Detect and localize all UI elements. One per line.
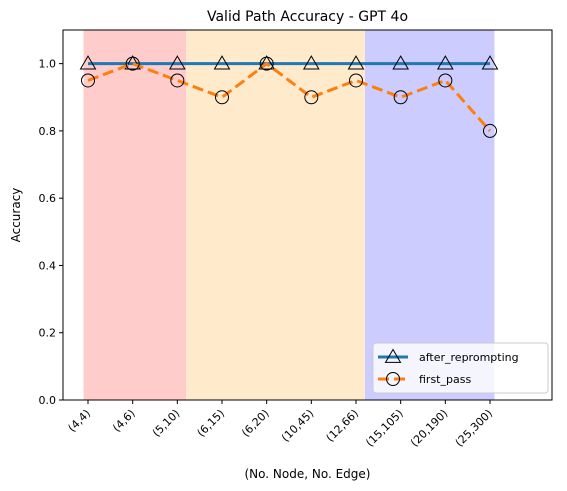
data-point xyxy=(125,56,140,71)
data-point xyxy=(481,55,499,70)
data-point xyxy=(392,55,410,70)
data-point xyxy=(258,55,276,70)
series-line xyxy=(87,62,492,132)
data-point xyxy=(81,73,95,88)
chart-title: Valid Path Accuracy - GPT 4o xyxy=(207,9,408,25)
data-point xyxy=(393,90,408,105)
y-tick-label: 1.0 xyxy=(39,58,57,71)
x-tick-label: (5,10) xyxy=(150,407,183,440)
data-point xyxy=(347,55,365,70)
y-axis-label: Accuracy xyxy=(9,188,23,243)
x-axis-label: (No. Node, No. Edge) xyxy=(245,467,371,481)
y-tick-label: 0.2 xyxy=(39,327,57,340)
legend-box xyxy=(372,342,549,394)
data-point xyxy=(349,73,363,88)
legend-label: first_pass xyxy=(419,373,471,386)
data-point xyxy=(215,90,229,105)
y-axis: 0.0 0.2 0.4 0.6 0.8 1.0 xyxy=(39,58,63,407)
legend-marker xyxy=(384,348,402,363)
series-first_pass xyxy=(81,56,497,138)
x-axis: (4,4) (4,6) (5,10) (6,15) (6,20) (10,45) (12,6… xyxy=(65,400,495,449)
x-tick-label: (6,20) xyxy=(239,407,272,440)
background-band xyxy=(83,30,187,400)
x-tick-label: (12,66) xyxy=(324,407,362,445)
y-tick-label: 0.8 xyxy=(39,125,57,138)
x-tick-label: (25,300) xyxy=(453,407,495,449)
data-point xyxy=(170,73,185,88)
x-tick-label: (4,4) xyxy=(65,407,93,435)
background-band xyxy=(364,30,495,400)
x-tick-label: (4,6) xyxy=(110,407,138,435)
legend: after_reprompting first_pass xyxy=(372,342,549,394)
background-bands xyxy=(83,30,495,400)
data-point xyxy=(302,55,320,70)
series-layer xyxy=(79,55,499,138)
legend-marker xyxy=(386,372,400,386)
background-band xyxy=(186,30,365,400)
data-point xyxy=(168,55,186,70)
x-tick-label: (10,45) xyxy=(279,407,317,445)
data-point xyxy=(438,73,453,88)
y-tick-label: 0.4 xyxy=(39,259,57,272)
y-tick-label: 0.0 xyxy=(39,394,57,407)
series-after_reprompting xyxy=(79,55,499,70)
x-tick-label: (15,105) xyxy=(363,407,405,449)
data-point xyxy=(483,123,497,138)
x-tick-label: (20,190) xyxy=(408,407,450,449)
data-point xyxy=(124,55,142,70)
plot-frame xyxy=(62,29,553,401)
x-tick-label: (6,15) xyxy=(195,407,228,440)
data-point xyxy=(259,56,274,71)
y-tick-label: 0.6 xyxy=(39,192,57,205)
data-point xyxy=(213,55,231,70)
data-point xyxy=(79,55,97,70)
data-point xyxy=(304,90,319,105)
data-point xyxy=(436,55,454,70)
legend-label: after_reprompting xyxy=(419,351,519,364)
